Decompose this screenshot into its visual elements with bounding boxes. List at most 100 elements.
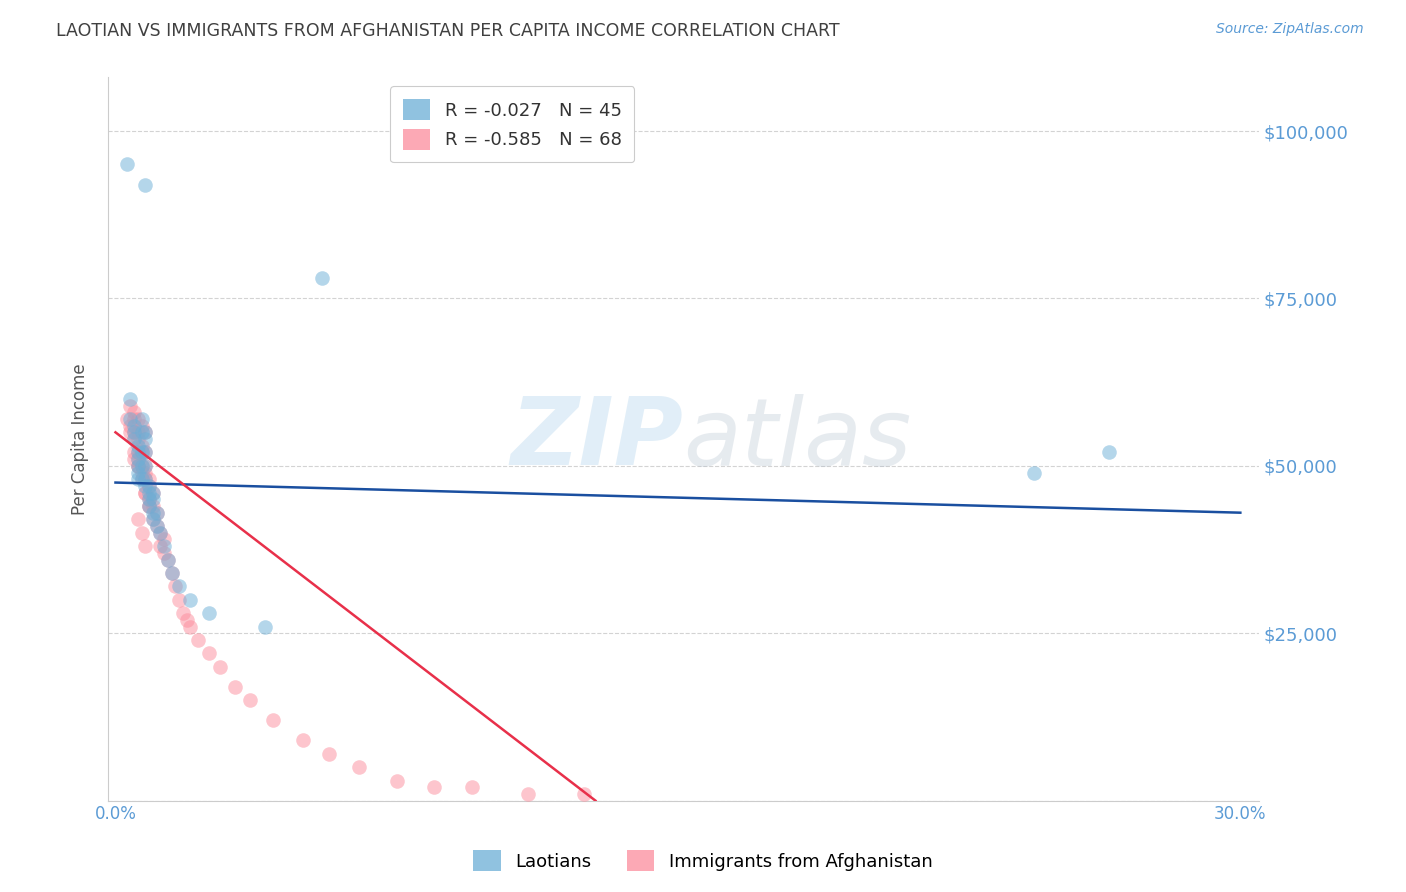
Point bbox=[127, 445, 149, 459]
Point bbox=[134, 458, 156, 473]
Point bbox=[138, 492, 160, 507]
Point bbox=[115, 157, 138, 171]
Point bbox=[145, 506, 167, 520]
Point bbox=[127, 445, 149, 459]
Point bbox=[385, 773, 408, 788]
Point bbox=[122, 432, 145, 446]
Point bbox=[160, 566, 183, 580]
Point bbox=[134, 479, 156, 493]
Point bbox=[165, 579, 187, 593]
Legend: Laotians, Immigrants from Afghanistan: Laotians, Immigrants from Afghanistan bbox=[467, 843, 939, 879]
Point bbox=[198, 646, 221, 660]
Point bbox=[153, 533, 176, 547]
Point bbox=[156, 552, 179, 566]
Point bbox=[122, 432, 145, 446]
Point bbox=[160, 566, 183, 580]
Point bbox=[127, 458, 149, 473]
Point bbox=[145, 519, 167, 533]
Point bbox=[138, 485, 160, 500]
Point bbox=[131, 439, 153, 453]
Point bbox=[131, 418, 153, 433]
Point bbox=[142, 506, 165, 520]
Point bbox=[131, 472, 153, 486]
Point bbox=[138, 479, 160, 493]
Point bbox=[127, 452, 149, 467]
Point bbox=[156, 552, 179, 566]
Point bbox=[134, 178, 156, 192]
Point bbox=[120, 418, 142, 433]
Point bbox=[142, 512, 165, 526]
Text: Source: ZipAtlas.com: Source: ZipAtlas.com bbox=[1216, 22, 1364, 37]
Point bbox=[131, 458, 153, 473]
Point bbox=[131, 412, 153, 426]
Point bbox=[134, 485, 156, 500]
Point bbox=[179, 592, 201, 607]
Point bbox=[131, 445, 153, 459]
Point bbox=[134, 472, 156, 486]
Point bbox=[262, 713, 284, 727]
Legend: R = -0.027   N = 45, R = -0.585   N = 68: R = -0.027 N = 45, R = -0.585 N = 68 bbox=[391, 87, 634, 162]
Point bbox=[1024, 466, 1046, 480]
Point bbox=[131, 458, 153, 473]
Point bbox=[134, 425, 156, 440]
Point bbox=[127, 439, 149, 453]
Point bbox=[149, 539, 172, 553]
Point bbox=[198, 606, 221, 620]
Point bbox=[134, 539, 156, 553]
Point bbox=[134, 445, 156, 459]
Point bbox=[254, 619, 277, 633]
Point bbox=[318, 747, 340, 761]
Point bbox=[131, 472, 153, 486]
Point bbox=[127, 458, 149, 473]
Y-axis label: Per Capita Income: Per Capita Income bbox=[72, 363, 89, 515]
Point bbox=[516, 787, 538, 801]
Point bbox=[138, 499, 160, 513]
Point bbox=[423, 780, 446, 795]
Point bbox=[131, 525, 153, 540]
Point bbox=[134, 466, 156, 480]
Point bbox=[127, 425, 149, 440]
Point bbox=[115, 412, 138, 426]
Point bbox=[311, 271, 333, 285]
Point bbox=[122, 452, 145, 467]
Point bbox=[131, 425, 153, 440]
Point bbox=[142, 485, 165, 500]
Point bbox=[120, 392, 142, 406]
Point bbox=[460, 780, 482, 795]
Point bbox=[127, 466, 149, 480]
Point bbox=[127, 452, 149, 467]
Point bbox=[145, 519, 167, 533]
Point bbox=[131, 466, 153, 480]
Point bbox=[120, 399, 142, 413]
Point bbox=[122, 418, 145, 433]
Point bbox=[572, 787, 595, 801]
Point bbox=[138, 492, 160, 507]
Point bbox=[127, 458, 149, 473]
Text: atlas: atlas bbox=[683, 393, 911, 484]
Point bbox=[153, 539, 176, 553]
Point bbox=[149, 525, 172, 540]
Point bbox=[209, 659, 232, 673]
Point bbox=[145, 506, 167, 520]
Point bbox=[120, 425, 142, 440]
Point bbox=[134, 458, 156, 473]
Point bbox=[127, 412, 149, 426]
Point bbox=[138, 499, 160, 513]
Point bbox=[122, 412, 145, 426]
Point bbox=[176, 613, 198, 627]
Point bbox=[142, 499, 165, 513]
Point bbox=[127, 472, 149, 486]
Point bbox=[142, 492, 165, 507]
Point bbox=[149, 525, 172, 540]
Point bbox=[187, 632, 209, 647]
Point bbox=[1098, 445, 1121, 459]
Point bbox=[172, 606, 194, 620]
Point bbox=[347, 760, 370, 774]
Point bbox=[224, 680, 246, 694]
Point bbox=[134, 445, 156, 459]
Text: LAOTIAN VS IMMIGRANTS FROM AFGHANISTAN PER CAPITA INCOME CORRELATION CHART: LAOTIAN VS IMMIGRANTS FROM AFGHANISTAN P… bbox=[56, 22, 839, 40]
Point bbox=[179, 619, 201, 633]
Point bbox=[239, 693, 262, 707]
Point bbox=[127, 432, 149, 446]
Point bbox=[134, 425, 156, 440]
